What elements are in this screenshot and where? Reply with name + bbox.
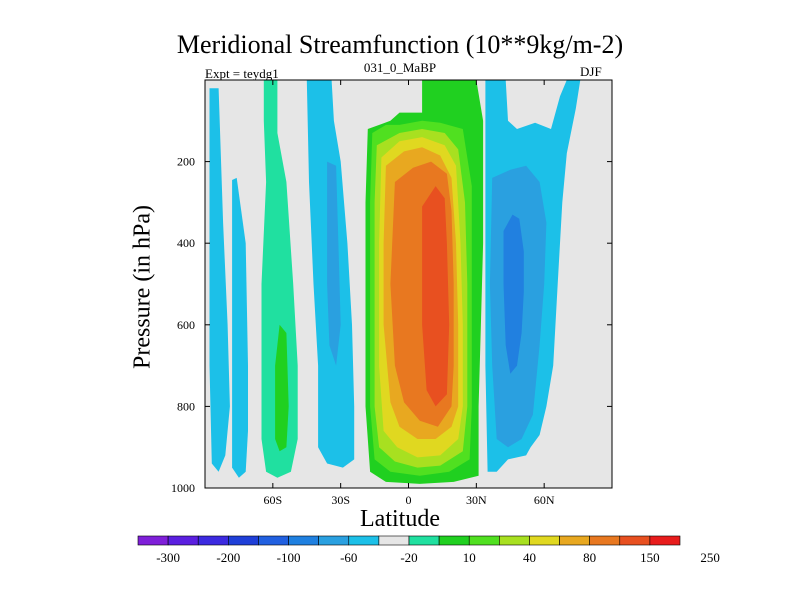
colorbar-label: 10 <box>463 550 476 565</box>
colorbar-swatch <box>529 535 560 546</box>
y-tick-label: 400 <box>177 236 195 250</box>
colorbar-label: 80 <box>583 550 596 565</box>
colorbar-label: 250 <box>700 550 720 565</box>
colorbar-label: -100 <box>277 550 301 565</box>
x-tick-label: 0 <box>406 493 412 507</box>
region-southern-inner-cell <box>232 177 248 478</box>
colorbar-swatch <box>137 535 169 546</box>
region-southern-ferrel-inner <box>275 324 289 452</box>
colorbar-swatch <box>348 535 380 546</box>
x-tick-label: 60N <box>534 493 555 507</box>
contour-regions <box>209 80 581 484</box>
colorbar-swatch <box>228 535 259 546</box>
chart-title: Meridional Streamfunction (10**9kg/m-2) <box>176 30 624 59</box>
colorbar-label: -60 <box>340 550 357 565</box>
colorbar-swatch <box>197 535 229 546</box>
x-tick-label: 60S <box>263 493 282 507</box>
colorbar: -300 -200 -100 -60 -20 10 40 80 150 250 <box>137 535 720 565</box>
colorbar-swatch <box>649 535 681 546</box>
y-axis-ticks: 200 400 600 800 1000 <box>171 155 612 495</box>
colorbar-swatch <box>619 535 651 546</box>
x-tick-label: 30N <box>466 493 487 507</box>
colorbar-swatch <box>559 535 590 546</box>
region-northern-core <box>503 214 524 374</box>
experiment-label: Expt = teydg1 <box>205 66 279 81</box>
x-axis-label: Latitude <box>360 506 440 532</box>
colorbar-swatch <box>468 535 500 546</box>
colorbar-label: 40 <box>523 550 536 565</box>
y-tick-label: 600 <box>177 318 195 332</box>
colorbar-label: -20 <box>400 550 417 565</box>
season-label: DJF <box>580 64 602 79</box>
y-tick-label: 1000 <box>171 481 195 495</box>
x-axis-ticks: 60S 30S 0 30N 60N <box>263 80 555 507</box>
colorbar-swatch <box>438 535 470 546</box>
region-hadley-l7 <box>422 186 450 407</box>
region-southern-polar-cell <box>209 88 230 472</box>
region-southern-ferrel-outer <box>261 80 298 478</box>
chart-subtitle: 031_0_MaBP <box>363 60 437 75</box>
colorbar-swatch <box>408 535 440 546</box>
colorbar-label: -200 <box>216 550 240 565</box>
colorbar-swatch <box>378 535 410 546</box>
y-tick-label: 200 <box>177 155 195 169</box>
colorbar-label: -300 <box>156 550 180 565</box>
colorbar-swatch <box>589 535 621 546</box>
y-tick-label: 800 <box>177 399 195 413</box>
colorbar-swatch <box>318 535 350 546</box>
colorbar-swatch <box>167 535 199 546</box>
x-tick-label: 30S <box>331 493 350 507</box>
colorbar-swatch <box>288 535 319 546</box>
region-southern-midlat-inner <box>327 161 341 366</box>
colorbar-swatch <box>499 535 530 546</box>
colorbar-swatch <box>258 535 289 546</box>
colorbar-label: 150 <box>640 550 660 565</box>
